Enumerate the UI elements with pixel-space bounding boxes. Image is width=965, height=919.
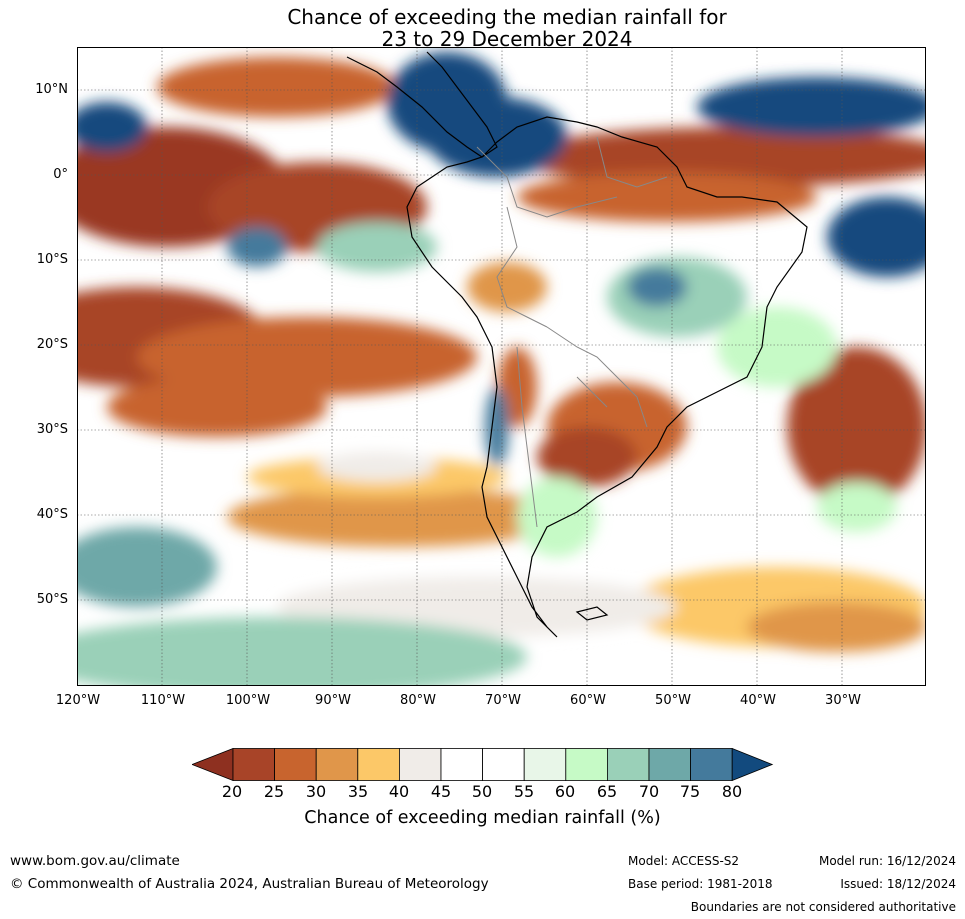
colorbar-segment bbox=[648, 748, 691, 781]
colorbar bbox=[192, 748, 774, 781]
lat-label-30s: 30°S bbox=[36, 422, 68, 437]
copyright-text: © Commonwealth of Australia 2024, Austra… bbox=[10, 876, 489, 892]
colorbar-label: Chance of exceeding median rainfall (%) bbox=[304, 808, 661, 828]
lon-label-70w: 70°W bbox=[485, 693, 521, 708]
colorbar-tick-75: 75 bbox=[679, 782, 701, 801]
rainfall-map bbox=[77, 47, 926, 686]
colorbar-segment bbox=[690, 748, 733, 781]
colorbar-segment bbox=[315, 748, 359, 781]
lon-label-120w: 120°W bbox=[55, 693, 101, 708]
lat-label-40s: 40°S bbox=[36, 507, 68, 522]
lat-label-10n: 10°N bbox=[35, 82, 68, 97]
lon-label-110w: 110°W bbox=[140, 693, 186, 708]
lon-label-30w: 30°W bbox=[825, 693, 861, 708]
colorbar-tick-20: 20 bbox=[221, 782, 243, 801]
colorbar-tick-65: 65 bbox=[596, 782, 618, 801]
colorbar-segment bbox=[357, 748, 400, 781]
colorbar-under-triangle bbox=[192, 748, 234, 781]
colorbar-tick-35: 35 bbox=[347, 782, 369, 801]
colorbar-tick-60: 60 bbox=[554, 782, 576, 801]
colorbar-tick-30: 30 bbox=[305, 782, 327, 801]
colorbar-over-triangle bbox=[731, 748, 774, 781]
lat-label-10s: 10°S bbox=[36, 252, 68, 267]
graticule bbox=[77, 47, 926, 686]
base-period-text: Base period: 1981-2018 bbox=[628, 877, 773, 891]
colorbar-tick-45: 45 bbox=[430, 782, 452, 801]
colorbar-tick-50: 50 bbox=[471, 782, 493, 801]
lon-label-90w: 90°W bbox=[315, 693, 351, 708]
lat-label-equator: 0° bbox=[53, 167, 68, 182]
colorbar-tick-25: 25 bbox=[263, 782, 285, 801]
colorbar-segment bbox=[482, 748, 525, 781]
colorbar-tick-70: 70 bbox=[638, 782, 660, 801]
disclaimer-text: Boundaries are not considered authoritat… bbox=[690, 900, 956, 914]
lon-label-60w: 60°W bbox=[570, 693, 606, 708]
country-boundaries bbox=[476, 136, 668, 528]
colorbar-segment bbox=[565, 748, 608, 781]
map-title-line1: Chance of exceeding the median rainfall … bbox=[287, 5, 727, 29]
lon-label-100w: 100°W bbox=[225, 693, 271, 708]
lon-label-80w: 80°W bbox=[400, 693, 436, 708]
colorbar-tick-55: 55 bbox=[513, 782, 535, 801]
colorbar-segment bbox=[232, 748, 275, 781]
lat-label-50s: 50°S bbox=[36, 592, 68, 607]
coastline bbox=[346, 51, 808, 638]
lon-label-40w: 40°W bbox=[740, 693, 776, 708]
colorbar-segment bbox=[440, 748, 483, 781]
model-text: Model: ACCESS-S2 bbox=[628, 854, 740, 868]
colorbar-tick-80: 80 bbox=[721, 782, 743, 801]
colorbar-segment bbox=[606, 748, 650, 781]
map-title-line2: 23 to 29 December 2024 bbox=[381, 27, 633, 51]
lat-label-20s: 20°S bbox=[36, 337, 68, 352]
map-frame bbox=[77, 47, 926, 686]
colorbar-segment bbox=[398, 748, 442, 781]
colorbar-tick-40: 40 bbox=[388, 782, 410, 801]
colorbar-segment bbox=[274, 748, 317, 781]
model-run-text: Model run: 16/12/2024 bbox=[818, 854, 956, 868]
lon-label-50w: 50°W bbox=[655, 693, 691, 708]
colorbar-segment bbox=[523, 748, 567, 781]
website-link[interactable]: www.bom.gov.au/climate bbox=[10, 853, 180, 869]
issued-text: Issued: 18/12/2024 bbox=[840, 877, 956, 891]
